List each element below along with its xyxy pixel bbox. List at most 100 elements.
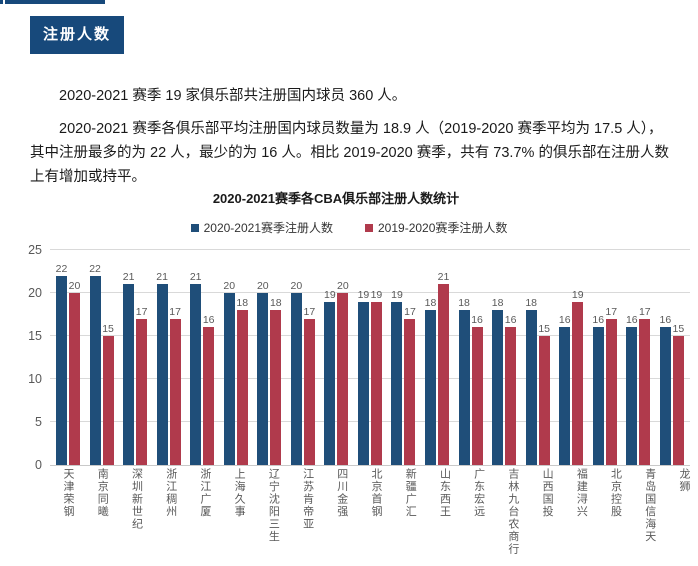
- bar-2019-2020: [203, 327, 215, 465]
- bar-column: 16: [471, 314, 483, 465]
- x-axis-cell: 上海久事: [227, 468, 251, 556]
- bar-value-label: 21: [189, 271, 202, 284]
- bar-2020-2021: [425, 310, 437, 465]
- x-axis-cell: 浙江广厦: [193, 468, 217, 556]
- bar-column: 19: [572, 289, 584, 465]
- x-category-label: 辽宁沈阳三生: [267, 468, 280, 543]
- x-axis-cell: 辽宁沈阳三生: [261, 468, 285, 556]
- bar-column: 16: [592, 314, 604, 465]
- x-category-label: 山西国投: [541, 468, 554, 518]
- x-axis-cell: 龙狮: [672, 468, 696, 556]
- bar-2019-2020: [538, 336, 550, 465]
- x-axis-cell: 广东宏远: [467, 468, 491, 556]
- top-decoration-bar: [5, 0, 105, 4]
- legend-label: 2019-2020赛季注册人数: [378, 221, 508, 235]
- x-axis-cell: 天津荣钢: [56, 468, 80, 556]
- x-axis-cell: 福建浔兴: [569, 468, 593, 556]
- bar-2019-2020: [505, 327, 517, 465]
- bar-2020-2021: [190, 284, 202, 465]
- section-badge: 注册人数: [30, 16, 125, 54]
- bar-column: 15: [538, 323, 550, 465]
- bar-column: 17: [169, 306, 181, 465]
- bar-column: 19: [371, 289, 382, 465]
- bar-column: 21: [438, 271, 449, 465]
- bar-column: 19: [358, 289, 369, 465]
- x-category-label: 上海久事: [233, 468, 246, 518]
- x-axis-cell: 山西国投: [535, 468, 559, 556]
- bar-group: 18 15: [525, 297, 550, 465]
- bar-2019-2020: [136, 318, 148, 465]
- bar-value-label: 16: [625, 314, 638, 327]
- bar-value-label: 20: [68, 280, 81, 292]
- bar-2020-2021: [156, 284, 168, 465]
- bar-2019-2020: [438, 284, 450, 465]
- bar-value-label: 16: [558, 314, 571, 327]
- bar-2020-2021: [357, 301, 369, 465]
- bar-value-label: 21: [437, 271, 450, 284]
- bar-value-label: 20: [223, 280, 236, 292]
- x-axis-cell: 深圳新世纪: [124, 468, 148, 556]
- x-axis-cell: 青岛国信海天: [638, 468, 662, 556]
- bar-group: 16 17: [625, 305, 651, 465]
- corner-dot-decoration: [0, 0, 3, 4]
- x-category-label: 北京控股: [609, 468, 622, 518]
- bar-2019-2020: [270, 310, 282, 465]
- bar-group: 16 15: [660, 314, 684, 465]
- bar-2019-2020: [337, 293, 349, 465]
- y-tick-label: 0: [35, 458, 42, 472]
- bar-2020-2021: [290, 293, 302, 465]
- bar-2020-2021: [525, 310, 537, 465]
- bar-2019-2020: [236, 310, 248, 465]
- bar-value-label: 17: [135, 305, 148, 318]
- x-category-label: 浙江广厦: [198, 468, 211, 518]
- x-axis-cell: 北京控股: [604, 468, 628, 556]
- bar-value-label: 17: [638, 305, 651, 318]
- bar-value-label: 20: [290, 280, 303, 292]
- bar-group: 16 17: [592, 305, 618, 465]
- x-axis-cell: 江苏肯帝亚: [296, 468, 320, 556]
- x-axis-cell: 新疆广汇: [398, 468, 422, 556]
- bar-value-label: 15: [102, 323, 114, 335]
- x-category-label: 天津荣钢: [62, 468, 75, 518]
- bars-row: 22 20 22 15 21 17 21 17 21 16 20 18 20 18 20 17 19 20 19 19…: [50, 250, 690, 465]
- intro-paragraph: 2020-2021 赛季 19 家俱乐部共注册国内球员 360 人。: [59, 88, 407, 104]
- bar-column: 16: [625, 314, 638, 465]
- bar-value-label: 17: [404, 305, 416, 318]
- bar-2020-2021: [592, 327, 604, 465]
- bar-value-label: 19: [391, 288, 403, 301]
- x-axis-cell: 山东西王: [432, 468, 456, 556]
- bar-column: 15: [102, 323, 114, 465]
- legend-item: 2019-2020赛季注册人数: [365, 219, 507, 236]
- bar-value-label: 18: [525, 297, 537, 310]
- bar-2019-2020: [69, 293, 80, 465]
- bar-2020-2021: [458, 310, 470, 465]
- y-tick-label: 20: [28, 286, 42, 300]
- bar-value-label: 17: [605, 305, 618, 318]
- bar-2020-2021: [626, 327, 638, 465]
- x-category-label: 四川金强: [335, 468, 348, 518]
- bar-value-label: 18: [269, 297, 282, 310]
- bar-column: 16: [203, 314, 215, 465]
- bar-column: 18: [492, 297, 503, 465]
- x-category-label: 浙江稠州: [164, 468, 177, 518]
- x-category-label: 南京同曦: [96, 468, 109, 518]
- bar-column: 19: [391, 288, 403, 465]
- bar-2019-2020: [303, 318, 315, 465]
- bar-2020-2021: [223, 293, 235, 465]
- gridline: [50, 378, 690, 379]
- bar-group: 20 17: [290, 280, 315, 465]
- bar-group: 19 20: [324, 280, 349, 465]
- bar-value-label: 19: [357, 288, 370, 301]
- bar-value-label: 19: [324, 288, 336, 301]
- bar-column: 19: [324, 288, 336, 465]
- bar-group: 21 17: [156, 271, 181, 465]
- bar-2019-2020: [639, 318, 651, 465]
- bar-group: 16 19: [558, 289, 584, 465]
- bar-value-label: 21: [156, 271, 168, 284]
- x-category-label: 青岛国信海天: [643, 468, 656, 543]
- x-category-label: 龙狮: [677, 468, 690, 493]
- bar-column: 18: [425, 297, 436, 465]
- x-category-label: 深圳新世纪: [130, 468, 143, 531]
- bar-2020-2021: [492, 310, 504, 465]
